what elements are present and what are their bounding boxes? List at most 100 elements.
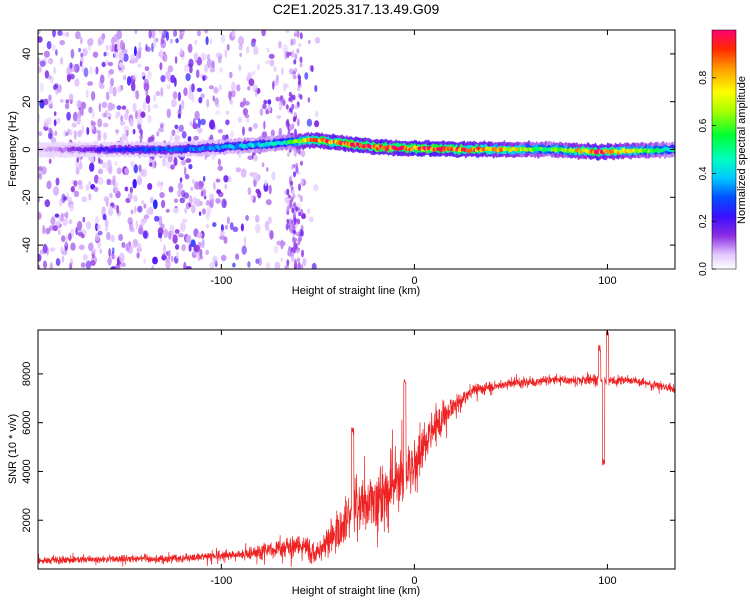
spectrogram-noise-cell [208,85,214,90]
spectrogram-noise-cell [163,53,168,62]
spectrogram-noise-cell [140,218,145,227]
spectrogram-noise-cell [198,181,205,188]
spectrogram-noise-cell [106,231,111,241]
spectrogram-noise-cell [95,233,100,242]
spectrogram-noise-cell [116,39,120,47]
colorbar-gradient [711,29,737,270]
spectrogram-noise-cell [174,124,179,130]
spectrogram-noise-cell [177,190,180,197]
spectrogram-noise-cell [264,179,268,186]
spectrogram-noise-cell [132,74,137,80]
spectrogram-noise-cell [136,116,143,125]
spectrogram-noise-cell [78,185,84,190]
spectrogram-noise-cell [202,187,207,197]
spectrogram-noise-cell [101,162,107,168]
spectrogram-noise-cell [200,52,207,62]
spectrogram-noise-cell [218,55,222,64]
spectrogram-noise-cell [282,241,286,246]
spectrogram-noise-cell [99,83,105,89]
spectrogram-noise-cell [43,260,47,269]
spectrogram-y-ticks: -40 -20 0 20 40 [21,48,675,253]
spectrogram-noise-cell [54,213,60,218]
spectrogram-noise-cell [221,198,227,209]
spectrogram-noise-cell [193,196,197,204]
spectrogram-noise-cell [215,198,221,204]
spectrogram-noise-cell [171,129,176,136]
spectrogram-noise-cell [166,108,172,119]
spectrogram-noise-cell [289,224,293,233]
spectrogram-noise-cell [90,91,96,101]
spectrogram-noise-cell [291,255,294,263]
spectrogram-noise-cell [44,199,51,208]
spectrogram-noise-cell [73,130,77,140]
spectrogram-noise-cell [165,71,171,79]
spectrogram-noise-cell [220,34,226,43]
spectrogram-noise-cell [298,77,302,86]
spectrogram-noise-cell [48,158,52,164]
spectrogram-noise-cell [113,51,119,59]
spectrogram-noise-cell [265,60,270,65]
spectrogram-noise-cell [109,85,113,95]
spectrogram-noise-cell [257,63,260,71]
spectrogram-noise-cell [238,64,242,71]
spectrogram-noise-cell [226,43,230,51]
spectrogram-noise-cell [80,52,84,58]
spectrogram-noise-cell [229,222,234,231]
spectrogram-noise-cell [288,51,292,56]
spectrogram-noise-cell [204,30,209,34]
spectrogram-noise-cell [206,98,210,108]
spectrogram-noise-cell [110,77,114,87]
spectrogram-marks [38,30,675,269]
spectrogram-noise-cell [98,102,102,113]
spectrogram-noise-cell [97,241,101,249]
spectrogram-noise-cell [296,31,300,39]
spectrogram-noise-cell [108,206,113,212]
spectrogram-noise-cell [240,168,247,178]
spectrogram-noise-cell [141,200,145,205]
spectrogram-noise-cell [228,90,232,100]
spectrogram-noise-cell [292,38,296,46]
spectrogram-noise-cell [64,240,68,247]
spectrogram-noise-cell [263,120,266,130]
spectrogram-noise-cell [158,30,165,35]
spectrogram-noise-cell [307,39,311,45]
spectrogram-noise-cell [188,243,192,252]
spectrogram-noise-cell [236,84,241,92]
spectrogram-noise-cell [201,208,206,215]
spectrogram-noise-cell [205,249,210,255]
spectrogram-noise-cell [46,41,52,50]
spectrogram-noise-cell [82,253,88,261]
spectrogram-noise-cell [224,183,228,190]
spectrogram-noise-cell [190,204,196,214]
spectrogram-noise-cell [304,72,309,80]
spectrogram-noise-cell [175,38,179,44]
spectrogram-noise-cell [226,216,230,225]
spectrogram-noise-cell [69,62,73,69]
spectrogram-noise-cell [168,230,175,236]
spectrogram-noise-cell [114,182,119,188]
spectrogram-noise-cell [288,125,292,131]
spectrogram-noise-cell [70,48,75,59]
spectrogram-noise-cell [196,87,203,92]
spectrogram-noise-cell [280,239,284,250]
spectrogram-noise-cell [48,116,52,126]
spectrogram-noise-cell [116,167,122,175]
spectrogram-noise-cell [134,46,137,57]
spectrogram-noise-cell [194,181,200,190]
spectrogram-noise-cell [160,75,166,83]
spectrogram-noise-cell [299,94,303,100]
spectrogram-noise-cell [73,190,80,197]
spectrogram-noise-cell [239,52,243,58]
spectrogram-noise-cell [80,262,86,268]
spectrogram-noise-cell [202,175,206,182]
spectrogram-noise-cell [183,261,187,269]
spectrogram-noise-cell [85,184,90,191]
spectrogram-noise-cell [143,258,146,265]
y-tick-label: 20 [21,96,33,108]
spectrogram-noise-cell [89,162,95,172]
spectrogram-noise-cell [286,118,290,126]
spectrogram-noise-cell [137,205,143,213]
spectrogram-noise-cell [160,87,164,97]
spectrogram-noise-cell [231,81,236,92]
